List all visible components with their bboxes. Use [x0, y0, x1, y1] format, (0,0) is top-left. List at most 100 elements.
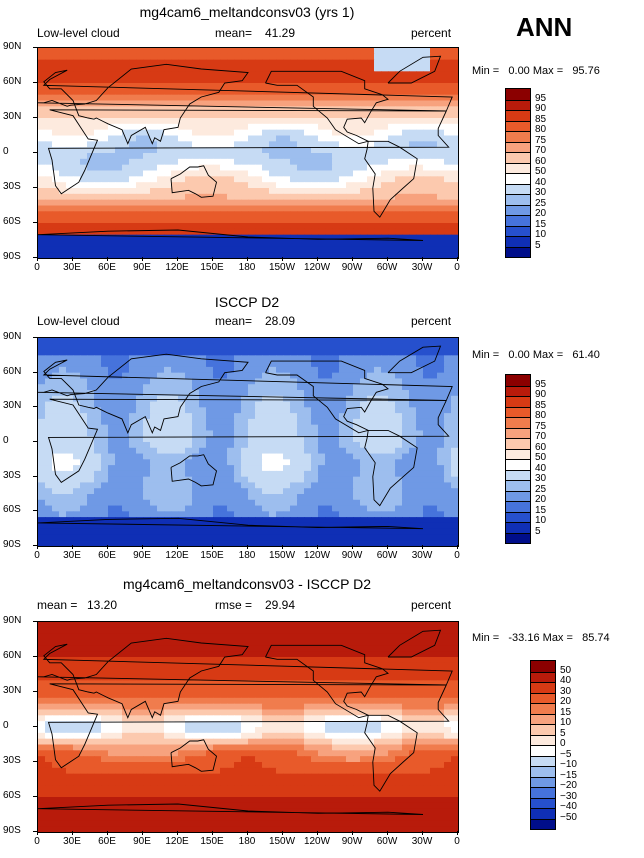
lon-tick-label: 60W: [376, 262, 398, 273]
grid-cell: [199, 211, 207, 218]
grid-cell: [136, 53, 144, 61]
grid-cell: [220, 246, 228, 253]
grid-cell: [402, 657, 410, 664]
grid-cell: [381, 182, 389, 189]
grid-cell: [276, 366, 284, 374]
grid-cell: [451, 361, 458, 368]
grid-cell: [297, 349, 305, 356]
grid-cell: [108, 349, 116, 356]
grid-cell: [311, 540, 319, 546]
grid-cell: [444, 453, 452, 460]
grid-cell: [80, 123, 88, 131]
grid-cell: [185, 372, 193, 380]
grid-cell: [374, 633, 382, 641]
grid-cell: [115, 418, 123, 426]
grid-cell: [38, 639, 46, 646]
grid-cell: [353, 240, 361, 247]
grid-cell: [136, 193, 144, 201]
grid-cell: [157, 390, 165, 397]
grid-cell: [164, 176, 172, 183]
grid-cell: [101, 534, 109, 541]
grid-cell: [402, 170, 410, 177]
grid-cell: [311, 401, 319, 408]
grid-cell: [346, 338, 354, 345]
grid-cell: [185, 100, 193, 107]
grid-cell: [255, 53, 263, 61]
grid-cell: [304, 83, 312, 90]
grid-cell: [108, 83, 116, 90]
grid-cell: [360, 505, 368, 512]
grid-cell: [59, 511, 67, 518]
grid-cell: [143, 482, 151, 489]
grid-cell: [367, 499, 375, 507]
grid-cell: [87, 465, 95, 472]
grid-cell: [381, 470, 389, 478]
grid-cell: [241, 338, 249, 345]
colorbar-label: 30: [535, 473, 547, 484]
grid-cell: [122, 240, 130, 247]
grid-cell: [241, 633, 249, 641]
grid-cell: [122, 459, 130, 466]
grid-cell: [59, 153, 67, 160]
grid-cell: [199, 83, 207, 90]
grid-cell: [437, 141, 445, 148]
grid-cell: [241, 424, 249, 432]
grid-cell: [241, 418, 249, 426]
grid-cell: [164, 135, 172, 142]
colorbar-box: [506, 448, 530, 459]
grid-cell: [311, 94, 319, 102]
grid-cell: [178, 499, 186, 507]
grid-cell: [241, 528, 249, 536]
grid-cell: [192, 540, 200, 546]
grid-cell: [388, 205, 396, 212]
grid-cell: [80, 77, 88, 84]
grid-cell: [234, 182, 242, 189]
grid-cell: [451, 366, 458, 374]
grid-cell: [73, 424, 81, 432]
grid-cell: [178, 77, 186, 84]
grid-cell: [94, 470, 102, 478]
grid-cell: [87, 651, 95, 658]
grid-cell: [108, 59, 116, 67]
grid-cell: [262, 188, 270, 195]
grid-cell: [409, 534, 417, 541]
grid-cell: [346, 199, 354, 207]
grid-cell: [346, 372, 354, 380]
grid-cell: [430, 158, 438, 166]
grid-cell: [94, 639, 102, 646]
grid-cell: [367, 217, 375, 224]
grid-cell: [402, 645, 410, 652]
grid-cell: [143, 639, 151, 646]
grid-cell: [73, 153, 81, 160]
grid-cell: [122, 123, 130, 131]
grid-cell: [290, 349, 298, 356]
grid-cell: [234, 534, 242, 541]
grid-cell: [157, 540, 165, 546]
colorbar-box: [506, 183, 530, 194]
grid-cell: [255, 135, 263, 142]
grid-cell: [353, 372, 361, 380]
grid-cell: [45, 395, 53, 403]
grid-cell: [311, 633, 319, 641]
grid-cell: [129, 158, 137, 166]
grid-cell: [220, 71, 228, 78]
grid-cell: [227, 662, 235, 670]
grid-cell: [430, 505, 438, 512]
grid-cell: [318, 94, 326, 102]
grid-cell: [430, 83, 438, 90]
grid-cell: [388, 459, 396, 466]
grid-cell: [409, 355, 417, 362]
grid-cell: [444, 476, 452, 484]
grid-cell: [73, 413, 81, 420]
grid-cell: [73, 494, 81, 501]
grid-cell: [206, 447, 214, 455]
grid-cell: [437, 188, 445, 195]
grid-cell: [136, 534, 144, 541]
grid-cell: [143, 100, 151, 107]
grid-cell: [150, 482, 158, 489]
grid-cell: [227, 633, 235, 641]
colorbar-box: [506, 417, 530, 428]
grid-cell: [423, 211, 431, 218]
grid-cell: [451, 407, 458, 414]
grid-cell: [269, 349, 277, 356]
